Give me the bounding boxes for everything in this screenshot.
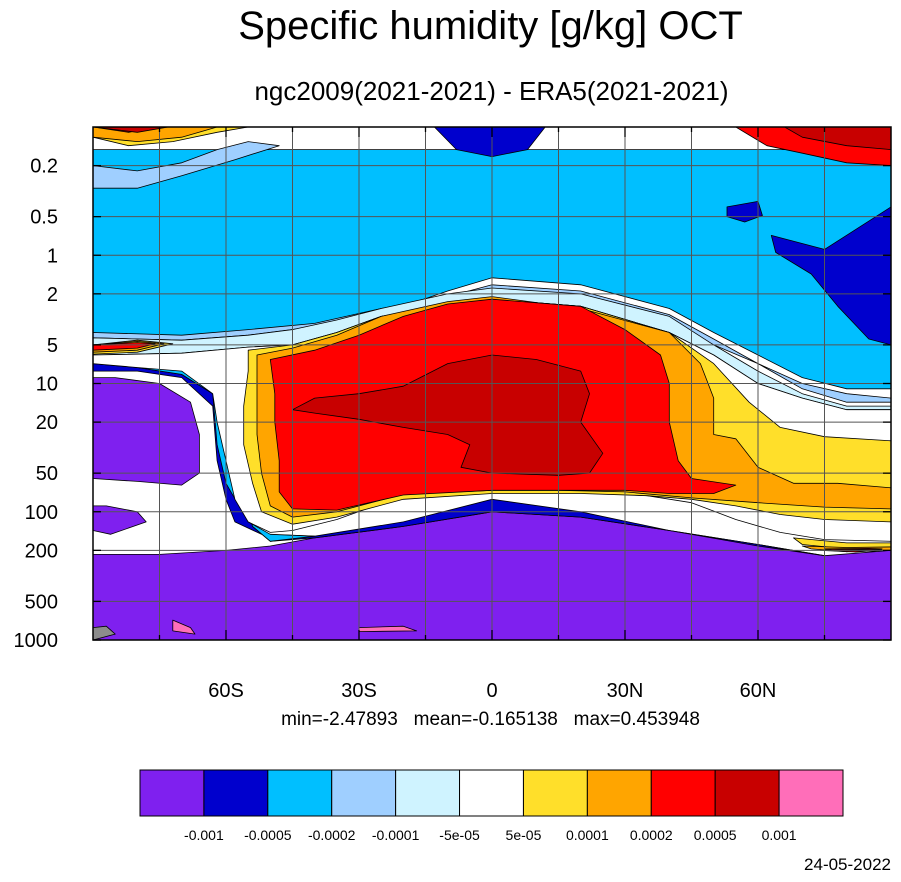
x-tick-label: 0 [486,680,497,702]
y-tick-label: 1000 [14,630,59,652]
colorbar-swatch [139,769,205,817]
y-tick-label: 10 [36,374,58,396]
colorbar-swatch [522,769,588,817]
stats-line: min=-2.47893 mean=-0.165138 max=0.453948 [0,709,901,731]
colorbar-label: 0.0001 [566,827,609,843]
y-tick-label: 20 [36,412,58,434]
colorbar-swatch [459,769,524,817]
y-tick-label: 1 [47,245,58,267]
y-tick-label: 500 [25,591,58,613]
x-tick-label: 60S [208,680,244,702]
x-axis: 60S 30S 0 30N 60N [158,127,826,702]
contour-region-15 [793,537,891,550]
chart-subtitle: ngc2009(2021-2021) - ERA5(2021-2021) [254,76,729,106]
colorbar-label: 0.0002 [630,827,673,843]
colorbar-label: -0.0001 [372,827,420,843]
contour-region-32 [93,625,116,640]
colorbar-label: -5e-05 [439,827,480,843]
y-tick-label: 0.5 [30,207,58,229]
colorbar-label: -0.0005 [244,827,292,843]
colorbar-swatch [267,769,333,817]
contour-region-6 [433,127,546,158]
colorbar-swatch [586,769,652,817]
stat-min: min=-2.47893 [281,709,398,730]
contour-region-26 [93,127,169,133]
y-tick-label: 200 [25,540,58,562]
y-tick-label: 5 [47,335,58,357]
y-tick-label: 100 [25,502,58,524]
colorbar-label: 5e-05 [506,827,542,843]
y-tick-label: 0.2 [30,156,58,178]
colorbar: -0.001 -0.0005 -0.0002 -0.0001 -5e-05 5e-05 0.… [139,769,844,843]
contour-region-27 [784,127,891,151]
y-tick-label: 2 [47,284,58,306]
colorbar-swatch [778,769,844,817]
y-tick-label: 50 [36,463,58,485]
stat-mean: mean=-0.165138 [413,709,558,730]
colorbar-label: 0.001 [762,827,797,843]
x-tick-label: 30N [607,680,644,702]
stat-max: max=0.453948 [573,709,700,730]
y-axis: 0.2 0.5 1 2 5 10 20 50 100 200 500 1000 [14,156,891,652]
colorbar-swatch [714,769,780,817]
x-tick-label: 30S [341,680,377,702]
colorbar-swatch [203,769,269,817]
contour-region-29 [172,619,196,635]
x-tick-label: 60N [740,680,777,702]
colorbar-swatch [395,769,461,817]
colorbar-label: -0.001 [184,827,224,843]
contour-region-5 [770,206,891,346]
chart-title: Specific humidity [g/kg] OCT [238,4,743,48]
colorbar-swatch [331,769,397,817]
colorbar-label: -0.0002 [308,827,356,843]
date-stamp: 24-05-2022 [804,855,891,874]
contour-region-2 [93,377,200,486]
colorbar-label: 0.0005 [694,827,737,843]
colorbar-swatch [650,769,716,817]
